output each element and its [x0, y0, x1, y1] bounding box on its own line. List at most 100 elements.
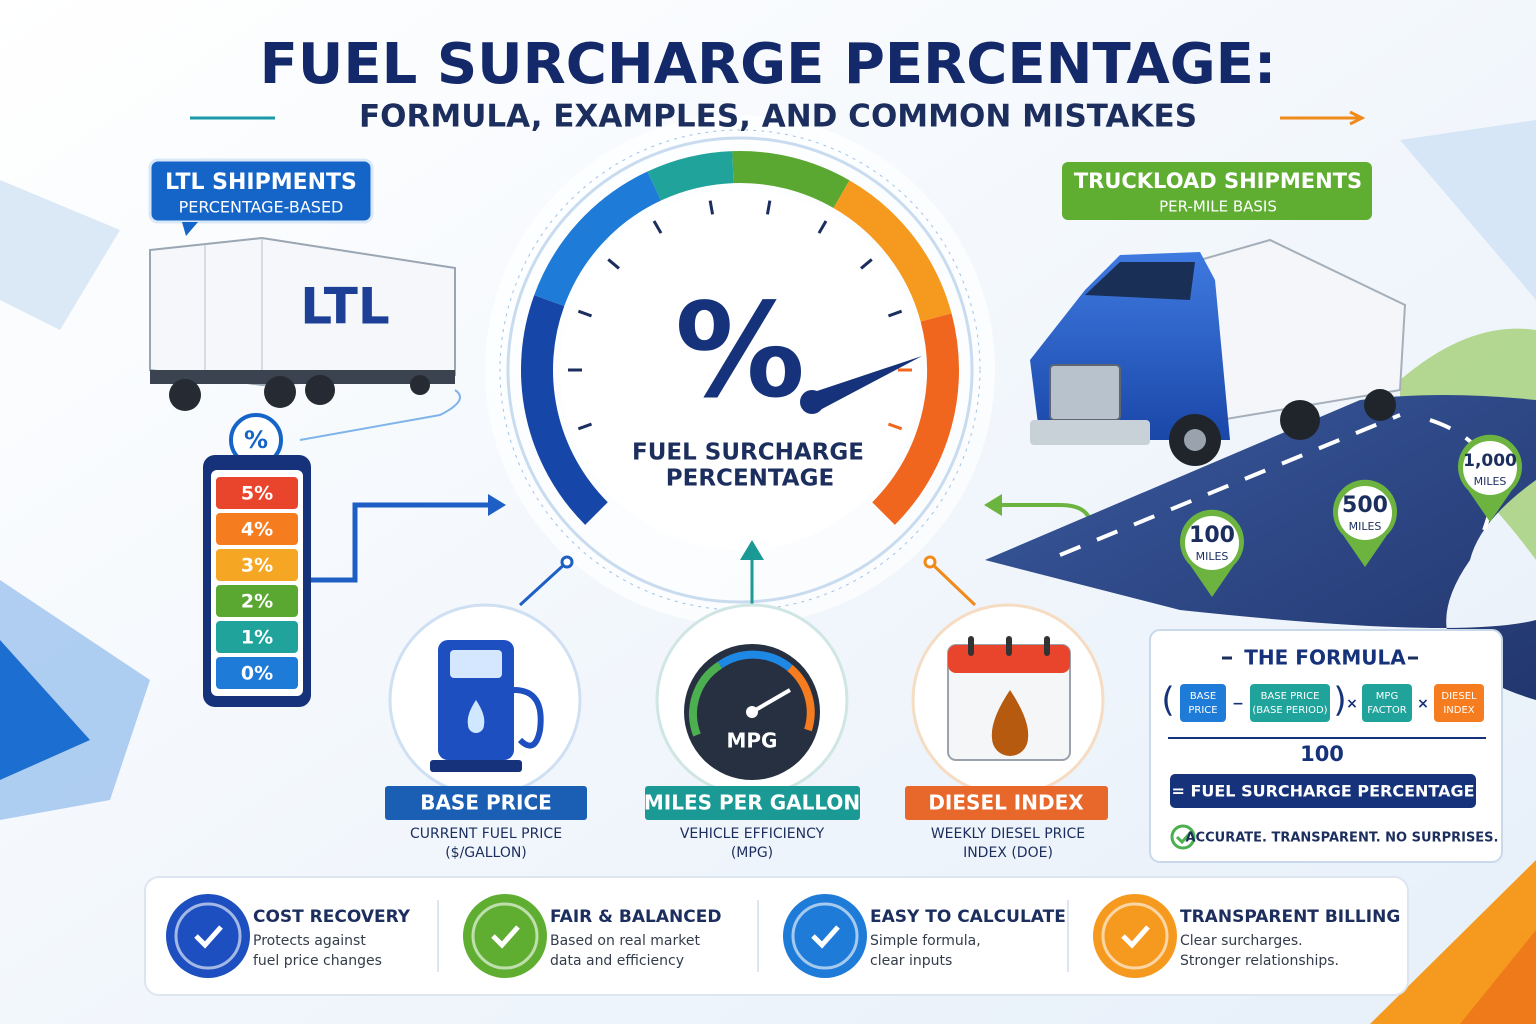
gauge-hub	[800, 390, 824, 414]
input-desc: (MPG)	[731, 845, 773, 861]
input-desc: WEEKLY DIESEL PRICE	[931, 826, 1085, 842]
benefit-icon	[783, 894, 867, 978]
icon-label: MPG	[727, 729, 778, 753]
marker-value: 100	[1189, 523, 1235, 548]
gauge-symbol: %	[675, 275, 805, 427]
term-label: PRICE	[1188, 705, 1217, 716]
ltl-badge: %	[244, 426, 268, 454]
ltl-section-part	[299, 389, 461, 441]
gauge-arc	[872, 313, 959, 525]
input-diesel-index-part	[1006, 636, 1012, 656]
benefit-icon-ring	[174, 902, 242, 970]
input-base-price: BASE PRICE CURRENT FUEL PRICE ($/GALLON)	[385, 603, 587, 861]
ltl-section: LTL SHIPMENTS PERCENTAGE-BASED LTL % 5% 4…	[148, 158, 506, 707]
scale-step	[216, 657, 298, 689]
benefit-icon-ring	[791, 902, 859, 970]
truckload-title: TRUCKLOAD SHIPMENTS	[1074, 169, 1362, 193]
benefit-icon-glyph	[491, 925, 520, 949]
input-base-price-part	[450, 650, 502, 678]
scale-label: 4%	[241, 519, 273, 541]
truck-part	[1364, 389, 1396, 421]
benefit-title: TRANSPARENT BILLING	[1180, 907, 1400, 927]
truckload-section-part	[1059, 413, 1495, 557]
truck-part	[1280, 400, 1320, 440]
gauge-part	[521, 151, 959, 525]
input-desc: VEHICLE EFFICIENCY	[680, 826, 825, 842]
subtitle: FORMULA, EXAMPLES, AND COMMON MISTAKES	[359, 99, 1197, 135]
mile-markers: 100 MILES 500 MILES 1,000 MILES	[1180, 434, 1522, 597]
input-title: DIESEL INDEX	[928, 791, 1084, 815]
ltl-section-part	[148, 158, 374, 224]
gauge-arc	[647, 151, 734, 201]
connectors-part	[560, 555, 574, 569]
input-diesel-index: DIESEL INDEX WEEKLY DIESEL PRICE INDEX (…	[905, 603, 1108, 861]
connectors-part	[984, 494, 1002, 516]
marker-unit: MILES	[1349, 520, 1382, 533]
input-diesel-index-part	[1044, 636, 1050, 656]
benefit-icon-ring	[471, 902, 539, 970]
benefit-icon	[463, 894, 547, 978]
benefit-icon-ring	[1101, 902, 1169, 970]
benefits-bar-part: COST RECOVERY Protects against fuel price …	[166, 894, 1400, 978]
marker-face	[1185, 516, 1239, 570]
benefit-text: Stronger relationships.	[1180, 953, 1339, 969]
gauge-arc	[732, 151, 850, 209]
gauge-tick	[765, 200, 772, 215]
connectors-part	[928, 560, 977, 607]
input-mpg-part	[787, 664, 815, 732]
gauge-part	[568, 200, 912, 431]
formula-operator: ×	[1346, 696, 1358, 712]
gauge-arc	[833, 180, 952, 322]
gauge-part	[560, 190, 920, 550]
paren: (	[1161, 681, 1174, 721]
formula-card-part	[1170, 774, 1476, 808]
formula-title: THE FORMULA	[1244, 646, 1406, 670]
truck-part	[1049, 364, 1121, 421]
input-mpg-part	[746, 706, 758, 718]
term-label: FACTOR	[1367, 705, 1406, 716]
truck-part	[1085, 262, 1195, 300]
benefit-text: Based on real market	[550, 933, 700, 949]
gauge-label: FUEL SURCHARGE	[632, 440, 864, 466]
scale-step	[216, 477, 298, 509]
gauge-tick	[817, 220, 828, 234]
formula-terms: BASE PRICE BASE PRICE (BASE PERIOD) MPG FACTO…	[1180, 684, 1484, 722]
ltl-trailer-part	[264, 376, 296, 408]
truck	[1030, 238, 1407, 466]
gauge-tick	[577, 309, 593, 318]
connectors-part	[923, 555, 937, 569]
input-diesel-index-part	[968, 636, 974, 656]
input-mpg-part	[689, 661, 723, 737]
truckload-section: TRUCKLOAD SHIPMENTS PER-MILE BASIS 100 MI…	[985, 162, 1536, 700]
input-desc: CURRENT FUEL PRICE	[410, 826, 562, 842]
gauge-tick	[860, 258, 873, 270]
marker-value: 1,000	[1463, 451, 1517, 471]
ltl-trailer-part	[169, 379, 201, 411]
formula-term	[1250, 684, 1330, 722]
marker-unit: MILES	[1196, 550, 1229, 563]
formula-card-part	[1175, 830, 1193, 845]
formula-term	[1362, 684, 1412, 722]
term-label: MPG	[1376, 691, 1398, 702]
denominator: 100	[1300, 742, 1344, 766]
gauge-arc	[534, 171, 662, 307]
ltl-trailer: LTL	[149, 236, 456, 411]
benefit-icon-glyph	[1121, 925, 1150, 949]
ltl-trailer-part	[305, 375, 335, 405]
benefit-text: fuel price changes	[253, 953, 382, 969]
scale-label: 2%	[241, 591, 273, 613]
gauge-tick	[607, 258, 620, 270]
ltl-subtitle: PERCENTAGE-BASED	[179, 198, 344, 217]
term-label: BASE	[1190, 691, 1216, 702]
gauge-arc	[521, 295, 608, 525]
term-label: INDEX	[1443, 705, 1474, 716]
benefit-text: Simple formula,	[870, 933, 981, 949]
truckload-section-part	[1062, 162, 1372, 220]
truckload-section-part	[985, 395, 1536, 700]
benefits-bar-part	[144, 876, 1409, 996]
scale-step	[216, 549, 298, 581]
ltl-trailer-part	[410, 375, 430, 395]
truckload-subtitle: PER-MILE BASIS	[1159, 198, 1277, 216]
formula-operator: ×	[1417, 696, 1429, 712]
input-mpg-part	[750, 688, 792, 714]
